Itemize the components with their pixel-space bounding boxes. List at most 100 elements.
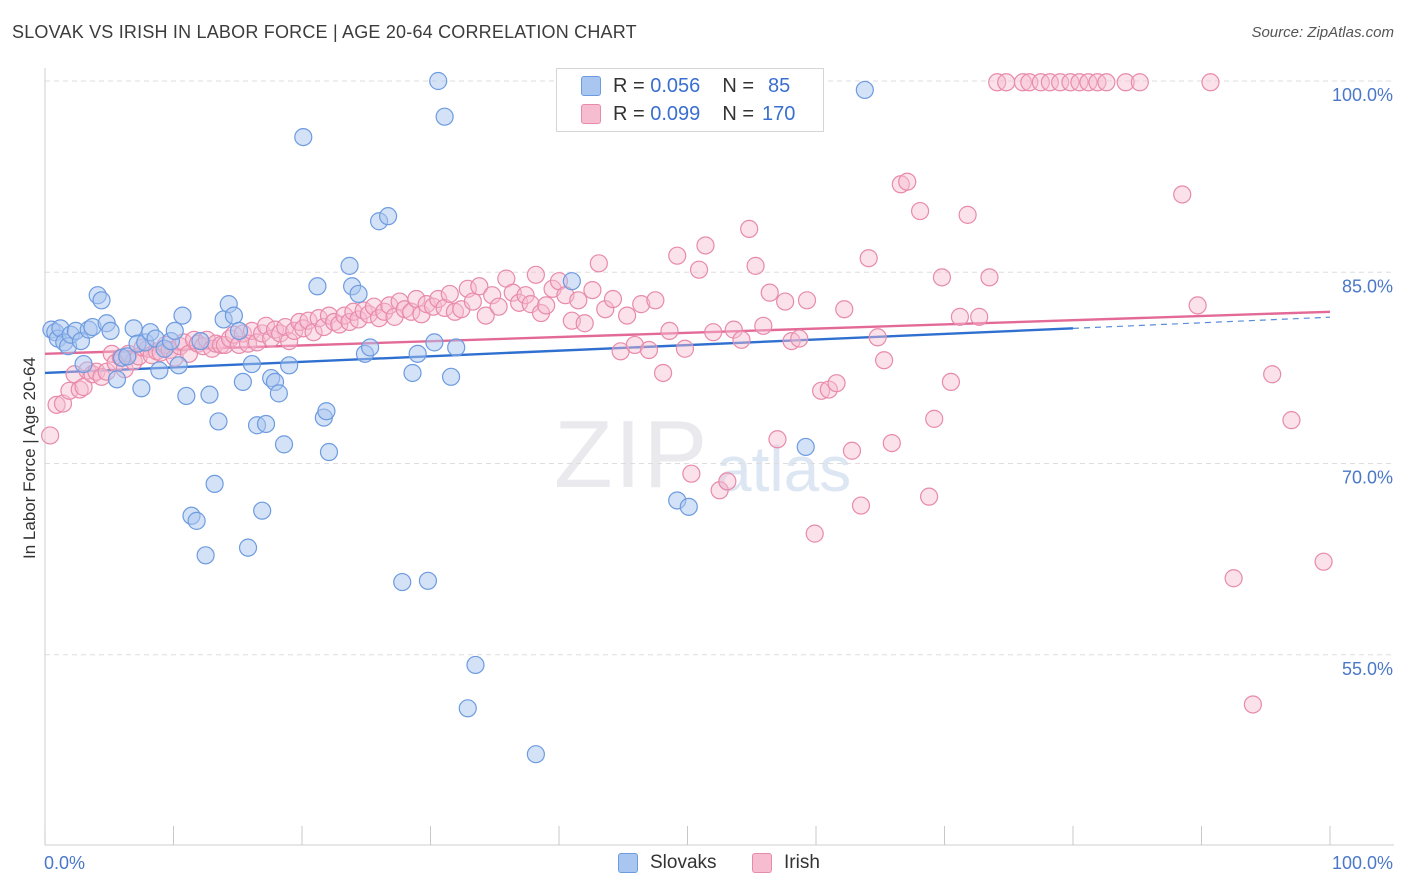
irish-point — [380, 296, 399, 315]
irish-point — [1097, 73, 1116, 92]
irish-point — [314, 317, 333, 337]
slovak-point — [269, 384, 288, 403]
legend-r-label: R = — [613, 74, 645, 97]
slovak-point — [224, 306, 243, 325]
slovak-trend-extension — [1072, 316, 1331, 329]
legend-n-value: 170 — [762, 102, 796, 125]
x-tick-label: 100.0% — [1332, 853, 1393, 873]
slovak-point — [441, 367, 461, 386]
y-tick-label: 70.0% — [1342, 468, 1393, 488]
tick-labels: 55.0% 70.0% 85.0% 100.0% 0.0% 100.0% — [44, 85, 1393, 873]
irish-point — [646, 291, 665, 310]
irish-point — [589, 254, 608, 273]
slovak-point — [447, 338, 466, 357]
irish-point — [1224, 569, 1243, 588]
slovak-point — [294, 128, 313, 147]
irish-point — [1314, 552, 1333, 571]
irish-point — [768, 430, 787, 449]
irish-point — [618, 306, 637, 325]
slovak-point — [562, 272, 581, 291]
slovak-point — [169, 356, 188, 375]
slovak-point — [429, 71, 448, 91]
irish-point — [569, 291, 588, 310]
slovak-point — [408, 344, 427, 363]
irish-point — [1282, 411, 1301, 430]
slovak-point — [101, 321, 120, 340]
irish-point — [1013, 73, 1032, 92]
irish-point — [997, 73, 1016, 92]
legend-item-slovaks[interactable]: Slovaks — [618, 852, 717, 874]
legend-n-label: N = — [722, 74, 754, 97]
slovak-point — [233, 372, 252, 391]
slovak-point — [229, 321, 249, 340]
legend-label-slovaks: Slovaks — [650, 852, 717, 873]
irish-point — [280, 332, 299, 351]
irish-point — [364, 297, 384, 316]
irish-point — [47, 395, 66, 414]
legend-row-slovaks: R = 0.056 N = 85 — [557, 72, 790, 100]
irish-point — [1201, 73, 1220, 92]
irish-swatch — [752, 853, 772, 873]
irish-point — [470, 277, 489, 296]
slovak-point — [200, 385, 219, 404]
slovak-point — [361, 338, 380, 357]
slovak-point — [238, 538, 258, 557]
slovak-point — [187, 511, 206, 530]
irish-point — [868, 328, 887, 347]
slovak-point — [308, 277, 327, 296]
irish-point — [718, 472, 737, 491]
slovak-point — [435, 107, 454, 126]
slovak-points — [42, 71, 874, 764]
irish-point — [704, 323, 723, 342]
irish-point — [805, 524, 824, 543]
slovak-point — [403, 363, 422, 383]
slovak-point — [124, 319, 143, 338]
irish-point — [797, 291, 817, 310]
slovak-point — [118, 347, 137, 366]
irish-point — [603, 289, 623, 309]
legend-r-value: 0.056 — [650, 74, 701, 97]
irish-point — [262, 329, 281, 348]
irish-point — [632, 295, 651, 314]
irish-point — [639, 340, 659, 360]
irish-point — [1173, 185, 1192, 204]
slovak-point — [205, 474, 224, 493]
legend-item-irish[interactable]: Irish — [752, 852, 820, 874]
slovak-swatch — [618, 853, 638, 873]
irish-point — [1243, 695, 1263, 714]
x-tick-label: 0.0% — [44, 853, 85, 873]
irish-point — [919, 487, 939, 506]
irish-point — [754, 316, 773, 335]
irish-points — [41, 73, 1333, 714]
irish-point — [1263, 365, 1282, 384]
legend-r-value: 0.099 — [650, 102, 701, 125]
slovak-point — [526, 745, 545, 764]
irish-point — [476, 306, 495, 325]
slovak-point — [340, 256, 359, 275]
irish-point — [575, 314, 594, 333]
legend-row-irish: R = 0.099 N = 170 — [557, 100, 795, 128]
slovak-point — [280, 356, 299, 375]
irish-point — [689, 260, 709, 279]
legend-n-label: N = — [722, 102, 754, 125]
irish-point — [859, 249, 878, 268]
irish-swatch — [581, 104, 601, 124]
irish-point — [1040, 73, 1059, 92]
irish-point — [746, 256, 765, 275]
slovak-trend-line — [44, 327, 1074, 375]
slovak-point — [317, 402, 336, 421]
slovak-point — [150, 361, 169, 380]
slovak-point — [319, 442, 339, 462]
slovak-point — [253, 501, 272, 520]
slovak-point — [466, 655, 485, 675]
slovak-point — [92, 291, 111, 310]
slovak-point — [132, 379, 151, 398]
slovak-point — [173, 306, 192, 325]
y-tick-label: 85.0% — [1342, 276, 1393, 296]
irish-point — [660, 321, 679, 340]
irish-point — [440, 284, 459, 304]
slovak-point — [177, 386, 196, 406]
slovak-point — [425, 333, 444, 352]
slovak-point — [796, 437, 815, 457]
